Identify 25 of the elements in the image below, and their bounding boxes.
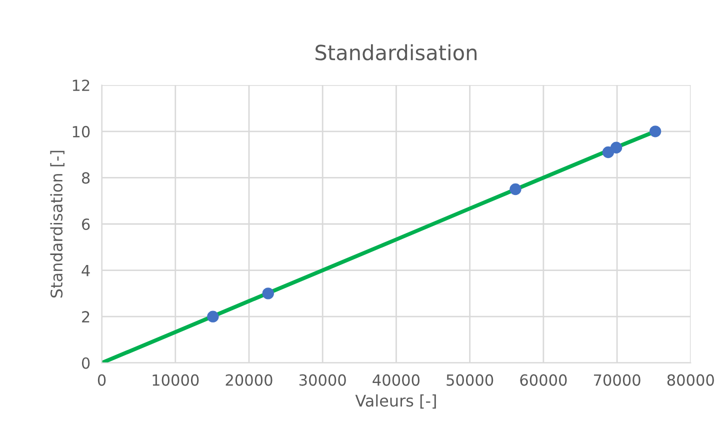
- x-tick-label: 40000: [372, 374, 420, 386]
- point: [262, 288, 274, 300]
- point: [602, 146, 614, 158]
- x-tick-label: 70000: [594, 374, 640, 386]
- x-tick-label: 30000: [299, 374, 346, 386]
- y-tick-label: 12: [72, 80, 90, 91]
- point: [510, 183, 522, 196]
- y-tick-label: 6: [82, 218, 90, 230]
- y-tick-label: 4: [82, 264, 90, 276]
- chart-title: Standardisation: [316, 44, 476, 60]
- point: [610, 142, 622, 154]
- x-axis-title: Valeurs [-]: [355, 394, 436, 409]
- x-tick-label: 10000: [152, 374, 199, 386]
- point: [207, 310, 219, 322]
- x-tick-label: 60000: [520, 374, 567, 386]
- y-tick-label: 10: [72, 126, 90, 138]
- y-tick-label: 2: [82, 311, 90, 322]
- x-tick-label: 20000: [226, 374, 272, 386]
- y-tick-label: 0: [82, 357, 90, 369]
- x-tick-label: 50000: [446, 374, 494, 386]
- x-tick-label: 80000: [667, 374, 714, 386]
- y-axis-title: Standardisation [-]: [50, 150, 64, 298]
- y-tick-label: 8: [82, 172, 90, 184]
- point: [649, 126, 662, 138]
- x-tick-label: 0: [98, 374, 106, 386]
